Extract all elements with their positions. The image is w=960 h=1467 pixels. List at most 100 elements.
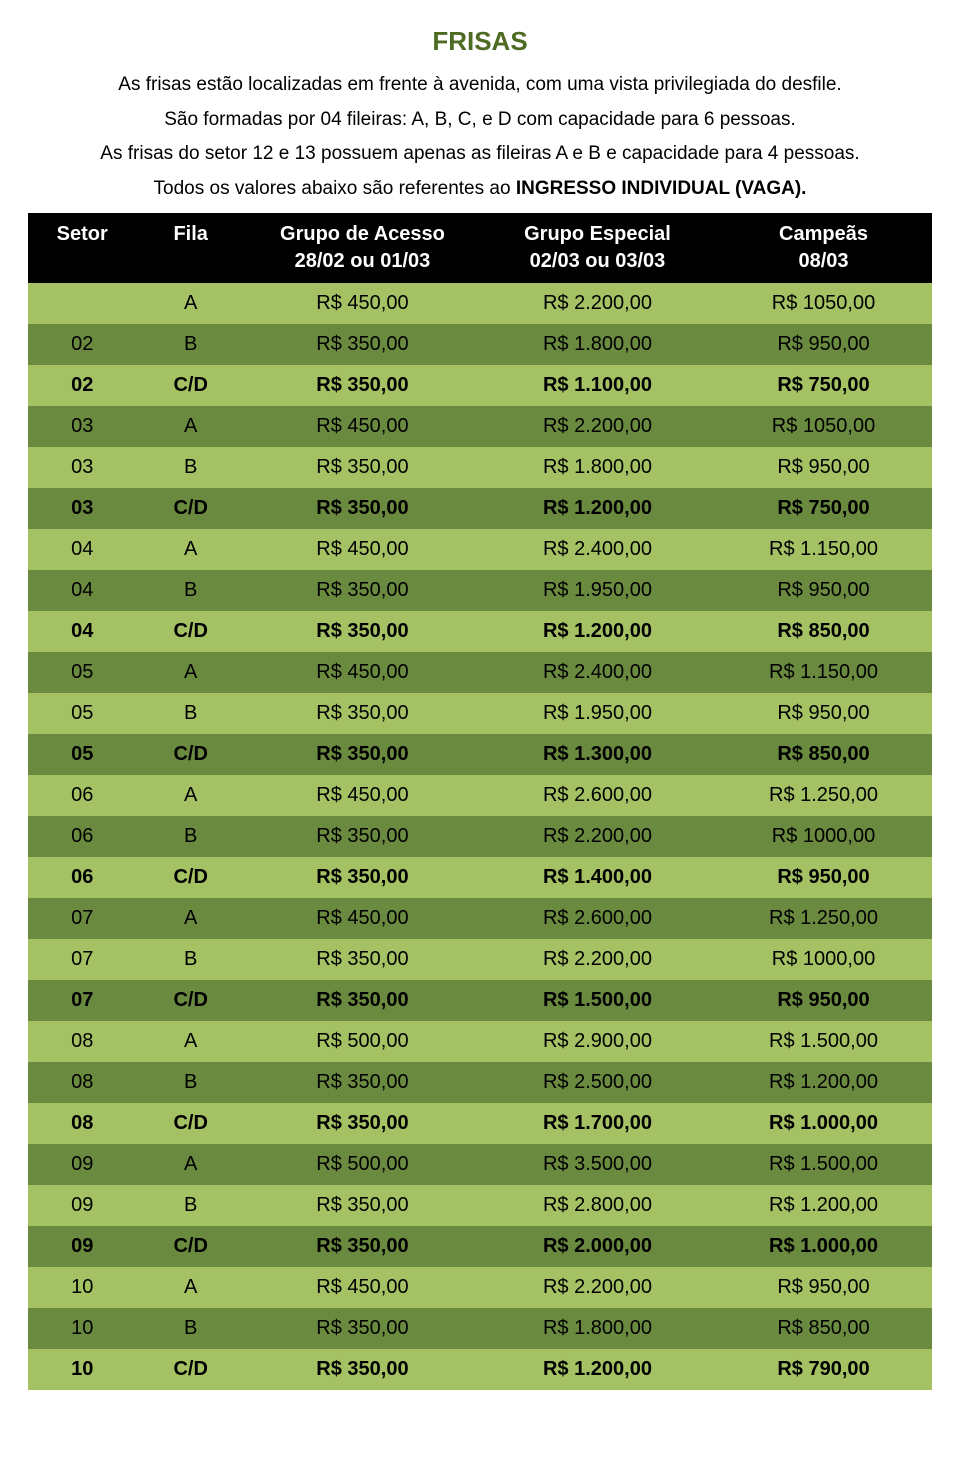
cell-setor: 04 [28,529,136,570]
header-fila-sub [136,248,244,283]
table-row: 08BR$ 350,00R$ 2.500,00R$ 1.200,00 [28,1062,932,1103]
cell-especial: R$ 3.500,00 [480,1144,715,1185]
header-setor-sub [28,248,136,283]
intro-block: As frisas estão localizadas em frente à … [28,71,932,203]
cell-especial: R$ 1.400,00 [480,857,715,898]
cell-acesso: R$ 350,00 [245,939,480,980]
cell-fila: C/D [136,1103,244,1144]
cell-fila: B [136,1185,244,1226]
cell-setor: 05 [28,734,136,775]
cell-acesso: R$ 350,00 [245,693,480,734]
cell-campeas: R$ 750,00 [715,488,932,529]
cell-campeas: R$ 950,00 [715,980,932,1021]
cell-especial: R$ 2.600,00 [480,775,715,816]
cell-fila: B [136,1308,244,1349]
cell-setor: 08 [28,1021,136,1062]
cell-acesso: R$ 450,00 [245,775,480,816]
cell-campeas: R$ 850,00 [715,734,932,775]
cell-setor: 06 [28,816,136,857]
cell-campeas: R$ 950,00 [715,1267,932,1308]
table-row: 05C/DR$ 350,00R$ 1.300,00R$ 850,00 [28,734,932,775]
cell-setor: 10 [28,1308,136,1349]
cell-especial: R$ 1.300,00 [480,734,715,775]
table-row: 10C/DR$ 350,00R$ 1.200,00R$ 790,00 [28,1349,932,1390]
cell-campeas: R$ 1.150,00 [715,529,932,570]
cell-acesso: R$ 450,00 [245,283,480,324]
cell-setor: 05 [28,652,136,693]
header-especial-date: 02/03 ou 03/03 [480,248,715,283]
cell-acesso: R$ 350,00 [245,447,480,488]
cell-setor: 05 [28,693,136,734]
cell-especial: R$ 1.800,00 [480,324,715,365]
cell-fila: A [136,898,244,939]
cell-especial: R$ 2.400,00 [480,529,715,570]
table-row: 08AR$ 500,00R$ 2.900,00R$ 1.500,00 [28,1021,932,1062]
cell-campeas: R$ 1.200,00 [715,1062,932,1103]
cell-campeas: R$ 1.250,00 [715,898,932,939]
cell-setor: 09 [28,1185,136,1226]
cell-setor: 07 [28,939,136,980]
cell-setor: 09 [28,1144,136,1185]
cell-fila: C/D [136,1226,244,1267]
cell-acesso: R$ 350,00 [245,980,480,1021]
cell-especial: R$ 2.800,00 [480,1185,715,1226]
table-row: 07BR$ 350,00R$ 2.200,00R$ 1000,00 [28,939,932,980]
table-row: AR$ 450,00R$ 2.200,00R$ 1050,00 [28,283,932,324]
cell-fila: C/D [136,980,244,1021]
header-acesso: Grupo de Acesso [245,213,480,248]
table-row: 10BR$ 350,00R$ 1.800,00R$ 850,00 [28,1308,932,1349]
cell-campeas: R$ 1.000,00 [715,1226,932,1267]
cell-campeas: R$ 850,00 [715,1308,932,1349]
table-row: 06BR$ 350,00R$ 2.200,00R$ 1000,00 [28,816,932,857]
cell-especial: R$ 1.200,00 [480,488,715,529]
cell-setor: 06 [28,857,136,898]
cell-acesso: R$ 350,00 [245,1349,480,1390]
cell-acesso: R$ 500,00 [245,1144,480,1185]
cell-especial: R$ 1.800,00 [480,1308,715,1349]
cell-setor: 04 [28,570,136,611]
cell-fila: B [136,1062,244,1103]
cell-campeas: R$ 790,00 [715,1349,932,1390]
cell-setor: 08 [28,1062,136,1103]
cell-especial: R$ 1.100,00 [480,365,715,406]
page-container: FRISAS As frisas estão localizadas em fr… [0,0,960,1390]
table-row: 09C/DR$ 350,00R$ 2.000,00R$ 1.000,00 [28,1226,932,1267]
cell-acesso: R$ 450,00 [245,1267,480,1308]
table-body: AR$ 450,00R$ 2.200,00R$ 1050,0002BR$ 350… [28,283,932,1390]
cell-especial: R$ 1.700,00 [480,1103,715,1144]
cell-fila: A [136,1267,244,1308]
cell-campeas: R$ 1000,00 [715,816,932,857]
cell-especial: R$ 2.900,00 [480,1021,715,1062]
cell-acesso: R$ 450,00 [245,529,480,570]
cell-setor: 07 [28,898,136,939]
table-row: 06AR$ 450,00R$ 2.600,00R$ 1.250,00 [28,775,932,816]
cell-fila: B [136,570,244,611]
cell-acesso: R$ 350,00 [245,324,480,365]
cell-setor [28,283,136,324]
cell-fila: A [136,652,244,693]
cell-fila: B [136,447,244,488]
cell-fila: A [136,1021,244,1062]
cell-campeas: R$ 1.000,00 [715,1103,932,1144]
page-title: FRISAS [28,26,932,57]
cell-campeas: R$ 950,00 [715,447,932,488]
cell-campeas: R$ 1050,00 [715,283,932,324]
cell-fila: C/D [136,1349,244,1390]
cell-fila: A [136,529,244,570]
cell-especial: R$ 2.500,00 [480,1062,715,1103]
cell-especial: R$ 2.600,00 [480,898,715,939]
table-row: 02C/DR$ 350,00R$ 1.100,00R$ 750,00 [28,365,932,406]
cell-campeas: R$ 750,00 [715,365,932,406]
cell-campeas: R$ 850,00 [715,611,932,652]
table-row: 03C/DR$ 350,00R$ 1.200,00R$ 750,00 [28,488,932,529]
cell-fila: C/D [136,365,244,406]
cell-fila: C/D [136,611,244,652]
cell-especial: R$ 2.200,00 [480,1267,715,1308]
cell-acesso: R$ 350,00 [245,816,480,857]
cell-acesso: R$ 350,00 [245,365,480,406]
pricing-table: Setor Fila Grupo de Acesso Grupo Especia… [28,213,932,1390]
cell-fila: C/D [136,734,244,775]
cell-fila: C/D [136,488,244,529]
cell-setor: 06 [28,775,136,816]
intro-line-1: As frisas estão localizadas em frente à … [28,71,932,100]
